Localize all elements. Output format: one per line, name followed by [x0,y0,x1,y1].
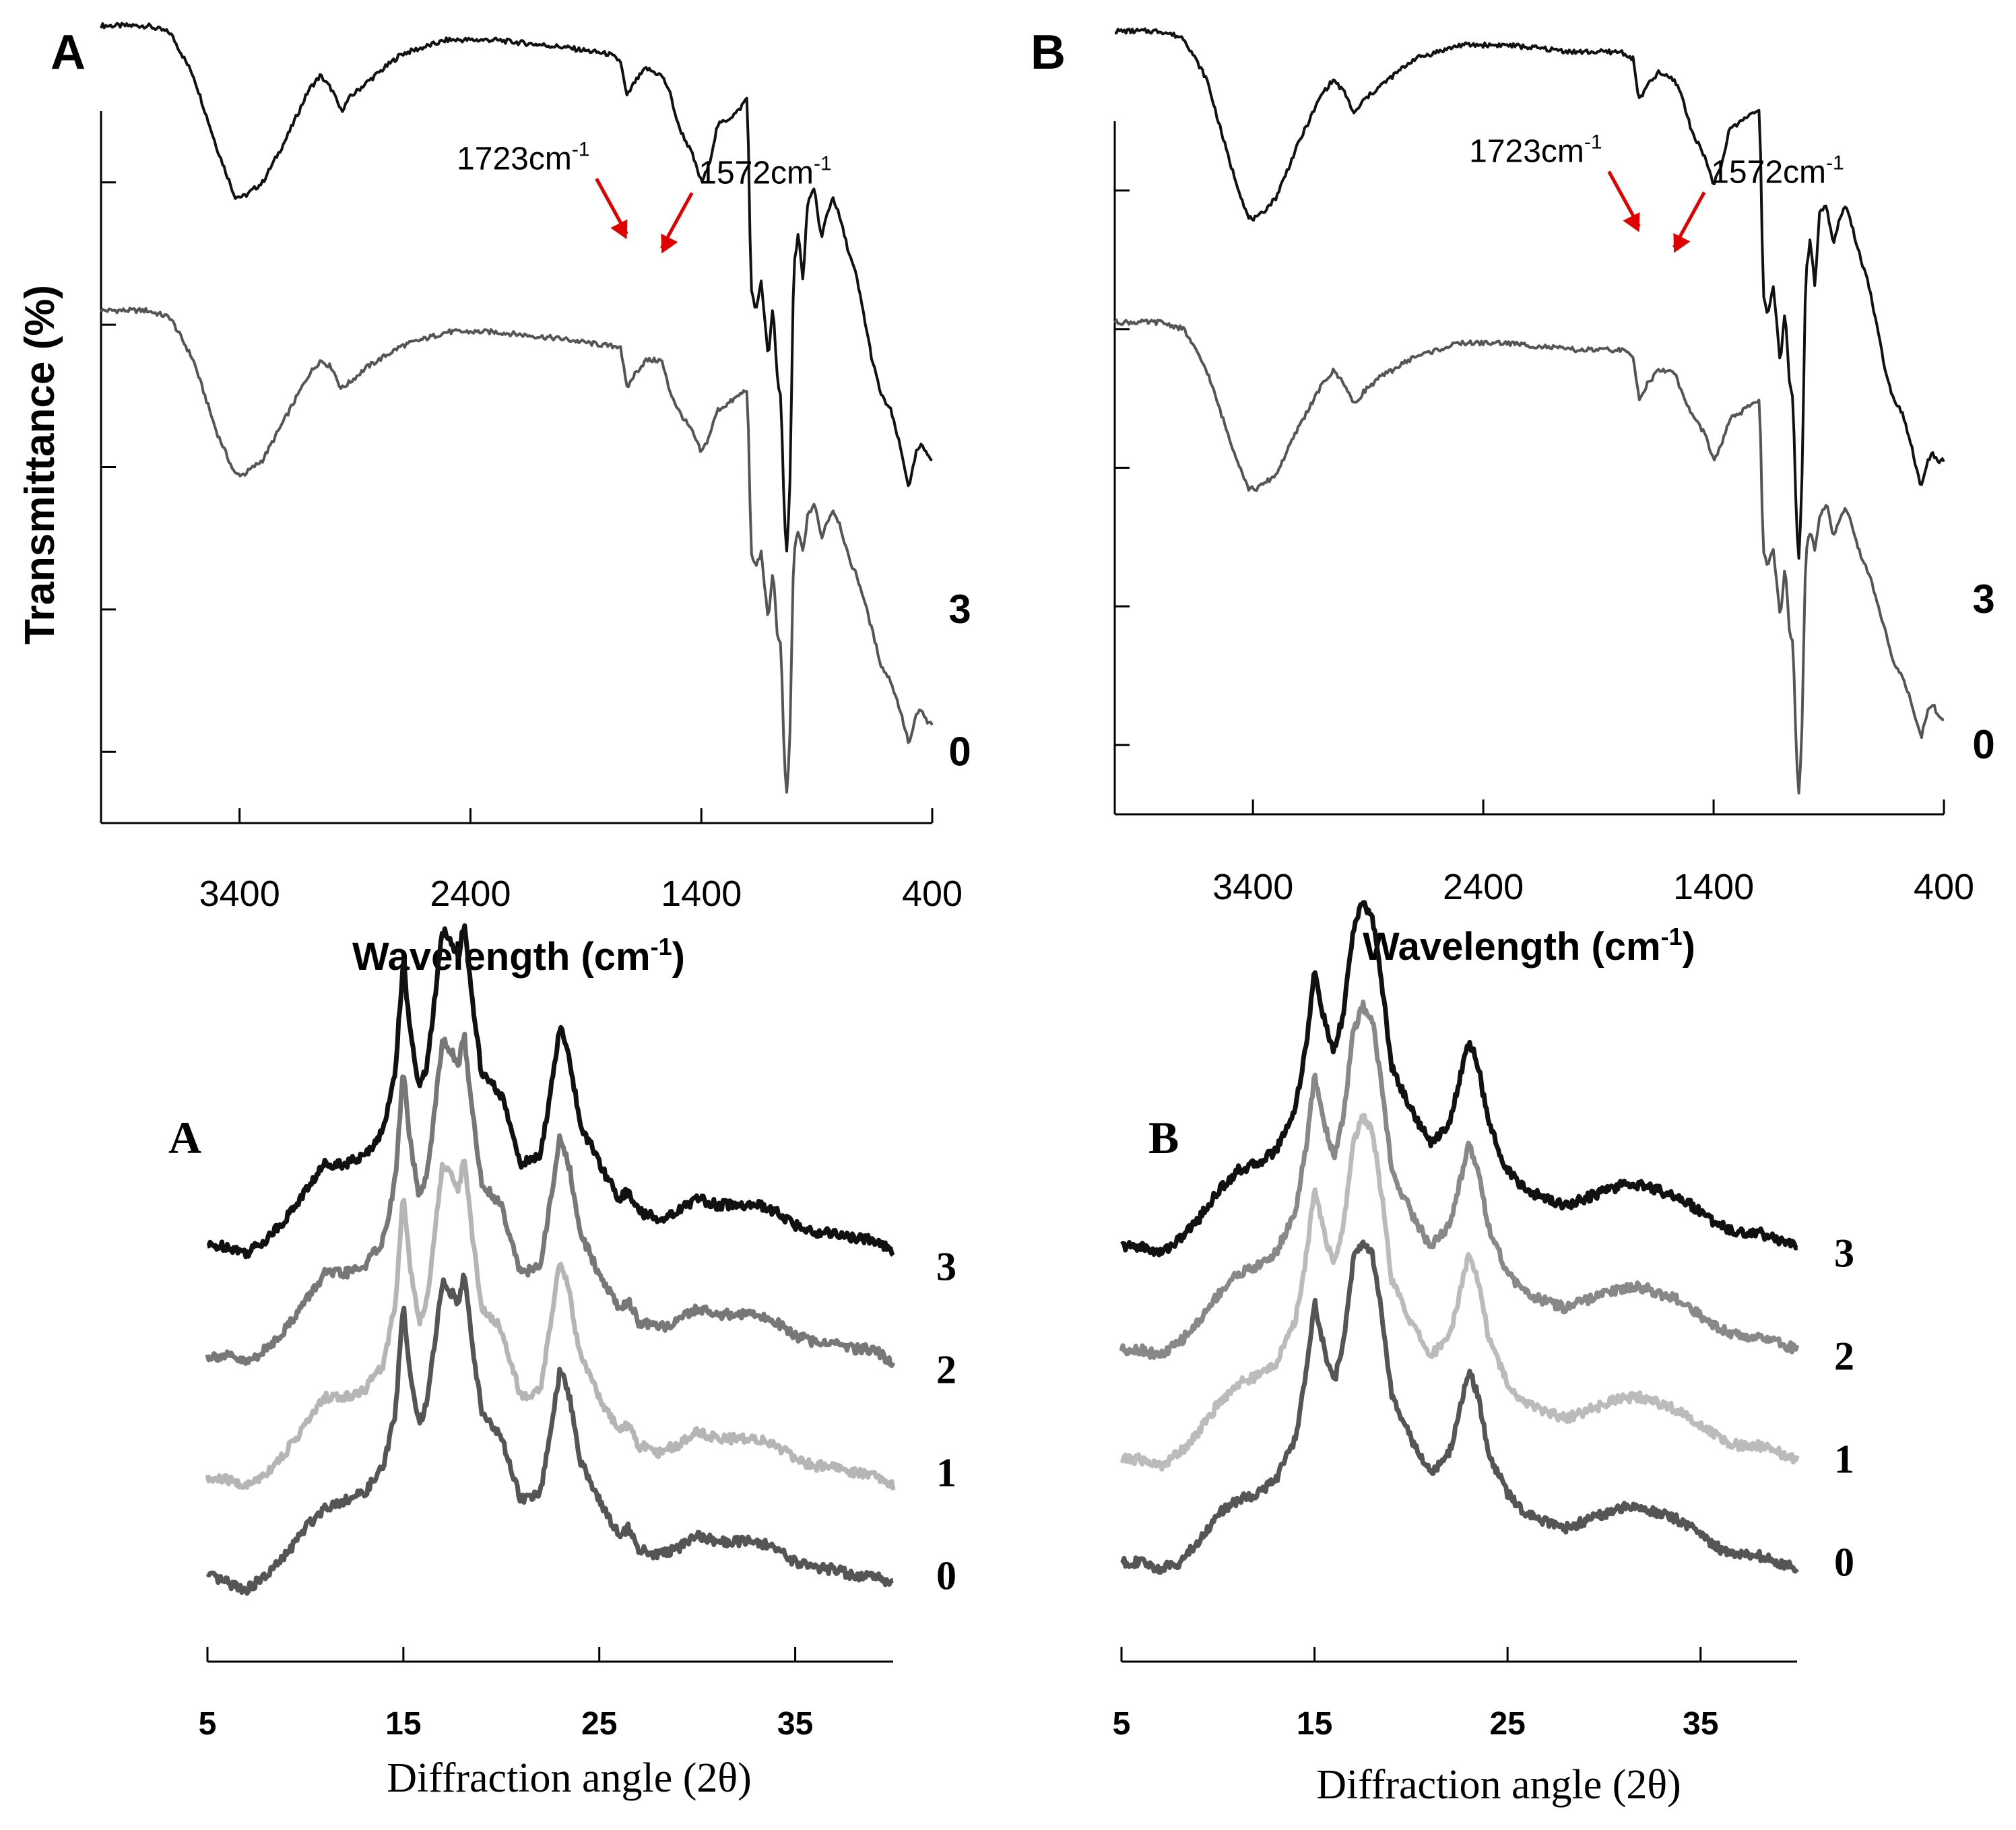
xrd-panel-a: A 5 15 25 35 3 2 1 0 Diffraction angle (2θ) [168,923,956,1801]
annotation-label: 1723cm-1 [1469,131,1602,170]
ftir-b-series [1113,27,1945,795]
annotation-arrow-head [610,219,628,240]
ftir-a-annotations: 1723cm-1 1572cm-1 [457,138,832,254]
ftir-a-series [100,22,934,794]
x-tick-label: 5 [199,1706,217,1742]
series-line-3 [206,923,895,1260]
xrd-b-panel-label: B [1148,1112,1179,1163]
ftir-b-x-ticks: 3400 2400 1400 400 [1212,799,1974,907]
xrd-b-curve-labels: 3 2 1 0 [1834,1231,1854,1585]
annotation-label: 1723cm-1 [457,138,589,176]
curve-label-0: 0 [948,729,971,774]
ftir-b-x-axis-label: Wavelength (cm-1) [1363,923,1695,969]
annotation-arrow-head [1623,212,1640,232]
series-line-2 [1119,1000,1800,1360]
x-tick-label: 400 [1914,867,1974,907]
x-tick-label: 25 [581,1706,617,1742]
ftir-b-curve-labels: 30 [1972,577,1994,767]
series-line-3 [1114,27,1945,560]
series-line-1 [1119,1113,1800,1472]
xrd-a-curve-labels: 3 2 1 0 [936,1245,956,1598]
curve-label-0: 0 [936,1554,956,1598]
x-tick-label: 2400 [430,874,511,914]
x-tick-label: 15 [385,1706,421,1742]
x-tick-label: 3400 [1212,867,1293,907]
xrd-b-series [1119,900,1800,1575]
ftir-a-panel-label: A [51,26,86,79]
xrd-panel-b: B 5 15 25 35 3 2 1 0 Diffraction angle (2θ) [1113,900,1854,1808]
curve-label-0: 0 [1972,722,1994,767]
ftir-panel-a: A Transmittance (%) 3400 2400 1400 400 1723… [17,22,971,979]
series-line-1 [205,1158,896,1491]
x-tick-label: 5 [1113,1706,1131,1742]
x-tick-label: 35 [1683,1706,1718,1742]
ftir-a-x-ticks: 3400 2400 1400 400 [199,808,963,914]
x-tick-label: 35 [777,1706,813,1742]
x-tick-label: 3400 [199,874,280,914]
series-line-0 [1120,1239,1799,1575]
curve-label-3: 3 [1972,577,1994,622]
curve-label-3: 3 [948,587,971,632]
ftir-a-curve-labels: 30 [948,587,971,774]
curve-label-0: 0 [1834,1540,1854,1585]
xrd-a-x-ticks: 5 15 25 35 [199,1647,813,1742]
series-line-0 [1113,318,1945,795]
curve-label-3: 3 [936,1245,956,1289]
annotation-label: 1572cm-1 [1711,152,1844,191]
annotation-arrow-head [661,233,678,254]
x-tick-label: 1400 [661,874,742,914]
curve-label-2: 2 [1834,1334,1854,1379]
xrd-a-x-axis-label: Diffraction angle (2θ) [387,1755,752,1801]
series-line-0 [100,306,934,794]
series-line-2 [205,1031,896,1368]
annotation-label: 1572cm-1 [698,152,831,191]
curve-label-1: 1 [1834,1437,1854,1482]
x-tick-label: 25 [1489,1706,1525,1742]
series-line-0 [205,1272,895,1596]
curve-label-1: 1 [936,1451,956,1495]
xrd-b-x-axis-label: Diffraction angle (2θ) [1316,1762,1681,1808]
curve-label-3: 3 [1834,1231,1854,1276]
x-tick-label: 2400 [1443,867,1524,907]
xrd-a-panel-label: A [168,1112,201,1163]
x-tick-label: 15 [1297,1706,1332,1742]
xrd-a-series [205,923,896,1596]
x-tick-label: 1400 [1673,867,1754,907]
ftir-b-panel-label: B [1031,26,1066,79]
xrd-b-x-ticks: 5 15 25 35 [1113,1647,1718,1742]
series-line-3 [100,22,933,553]
ftir-b-annotations: 1723cm-1 1572cm-1 [1469,131,1844,253]
ftir-b-y-ticks [1115,189,1130,746]
ftir-a-y-axis-label: Transmittance (%) [17,285,63,645]
series-line-3 [1120,900,1798,1257]
x-tick-label: 400 [902,874,963,914]
ftir-a-y-ticks [101,181,116,753]
annotation-arrow-head [1673,232,1691,253]
curve-label-2: 2 [936,1348,956,1392]
